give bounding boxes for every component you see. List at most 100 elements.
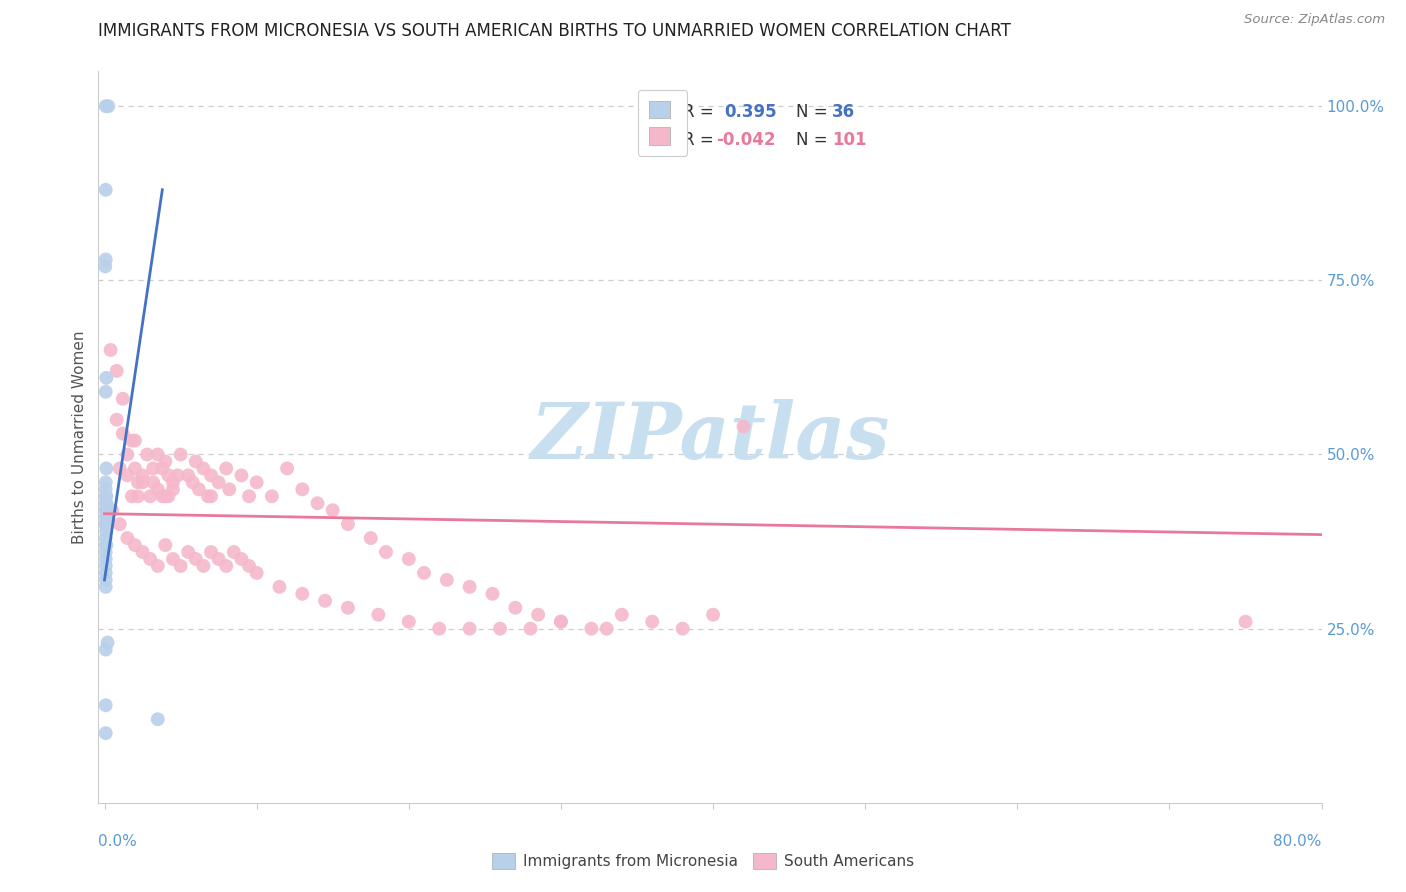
- Point: [427, 622, 450, 636]
- Point: [291, 483, 314, 497]
- Legend: , : ,: [638, 90, 688, 156]
- Point: [672, 622, 695, 636]
- Point: [94, 489, 117, 503]
- Point: [94, 558, 117, 573]
- Text: N =: N =: [796, 103, 838, 120]
- Point: [146, 558, 169, 573]
- Point: [458, 580, 481, 594]
- Point: [169, 448, 191, 462]
- Point: [111, 392, 134, 406]
- Point: [94, 503, 117, 517]
- Text: ZIPatlas: ZIPatlas: [530, 399, 890, 475]
- Point: [218, 483, 240, 497]
- Point: [131, 545, 153, 559]
- Point: [519, 622, 541, 636]
- Point: [136, 448, 159, 462]
- Point: [162, 475, 184, 490]
- Point: [94, 538, 117, 552]
- Point: [121, 489, 143, 503]
- Point: [94, 552, 117, 566]
- Point: [94, 517, 117, 532]
- Point: [322, 503, 344, 517]
- Point: [94, 531, 117, 545]
- Point: [238, 489, 260, 503]
- Point: [162, 483, 184, 497]
- Point: [96, 635, 118, 649]
- Point: [155, 538, 177, 552]
- Point: [336, 600, 359, 615]
- Point: [142, 475, 165, 490]
- Point: [94, 496, 117, 510]
- Point: [97, 99, 120, 113]
- Point: [222, 545, 245, 559]
- Point: [184, 454, 207, 468]
- Point: [94, 99, 117, 113]
- Point: [200, 489, 222, 503]
- Point: [94, 183, 117, 197]
- Point: [94, 573, 117, 587]
- Point: [124, 538, 146, 552]
- Point: [94, 580, 117, 594]
- Point: [146, 712, 169, 726]
- Point: [94, 384, 117, 399]
- Text: Source: ZipAtlas.com: Source: ZipAtlas.com: [1244, 13, 1385, 27]
- Point: [117, 468, 139, 483]
- Point: [550, 615, 572, 629]
- Text: 0.395: 0.395: [724, 103, 778, 120]
- Text: R =: R =: [683, 131, 718, 149]
- Point: [150, 489, 173, 503]
- Point: [314, 594, 336, 608]
- Point: [413, 566, 436, 580]
- Point: [96, 538, 118, 552]
- Point: [105, 364, 128, 378]
- Point: [155, 454, 177, 468]
- Point: [146, 483, 169, 497]
- Point: [117, 531, 139, 545]
- Point: [177, 545, 200, 559]
- Point: [307, 496, 329, 510]
- Point: [94, 524, 117, 538]
- Point: [231, 468, 253, 483]
- Point: [127, 475, 149, 490]
- Point: [150, 461, 173, 475]
- Point: [157, 489, 180, 503]
- Point: [550, 615, 572, 629]
- Point: [215, 558, 238, 573]
- Point: [157, 468, 180, 483]
- Point: [96, 510, 118, 524]
- Y-axis label: Births to Unmarried Women: Births to Unmarried Women: [72, 330, 87, 544]
- Text: 101: 101: [832, 131, 868, 149]
- Point: [96, 496, 118, 510]
- Point: [94, 517, 117, 532]
- Point: [207, 552, 229, 566]
- Point: [481, 587, 503, 601]
- Point: [1234, 615, 1257, 629]
- Point: [184, 552, 207, 566]
- Point: [733, 419, 755, 434]
- Point: [162, 552, 184, 566]
- Point: [581, 622, 603, 636]
- Point: [360, 531, 382, 545]
- Point: [94, 475, 117, 490]
- Point: [139, 552, 162, 566]
- Point: [595, 622, 617, 636]
- Point: [336, 517, 359, 532]
- Point: [124, 461, 146, 475]
- Point: [193, 558, 215, 573]
- Point: [94, 698, 117, 713]
- Point: [197, 489, 219, 503]
- Point: [96, 371, 118, 385]
- Text: 0.0%: 0.0%: [98, 834, 138, 849]
- Point: [169, 558, 191, 573]
- Point: [96, 503, 118, 517]
- Point: [94, 545, 117, 559]
- Point: [94, 252, 117, 267]
- Point: [139, 489, 162, 503]
- Point: [215, 461, 238, 475]
- Point: [238, 558, 260, 573]
- Point: [96, 461, 118, 475]
- Point: [260, 489, 283, 503]
- Point: [641, 615, 664, 629]
- Point: [124, 434, 146, 448]
- Point: [207, 475, 229, 490]
